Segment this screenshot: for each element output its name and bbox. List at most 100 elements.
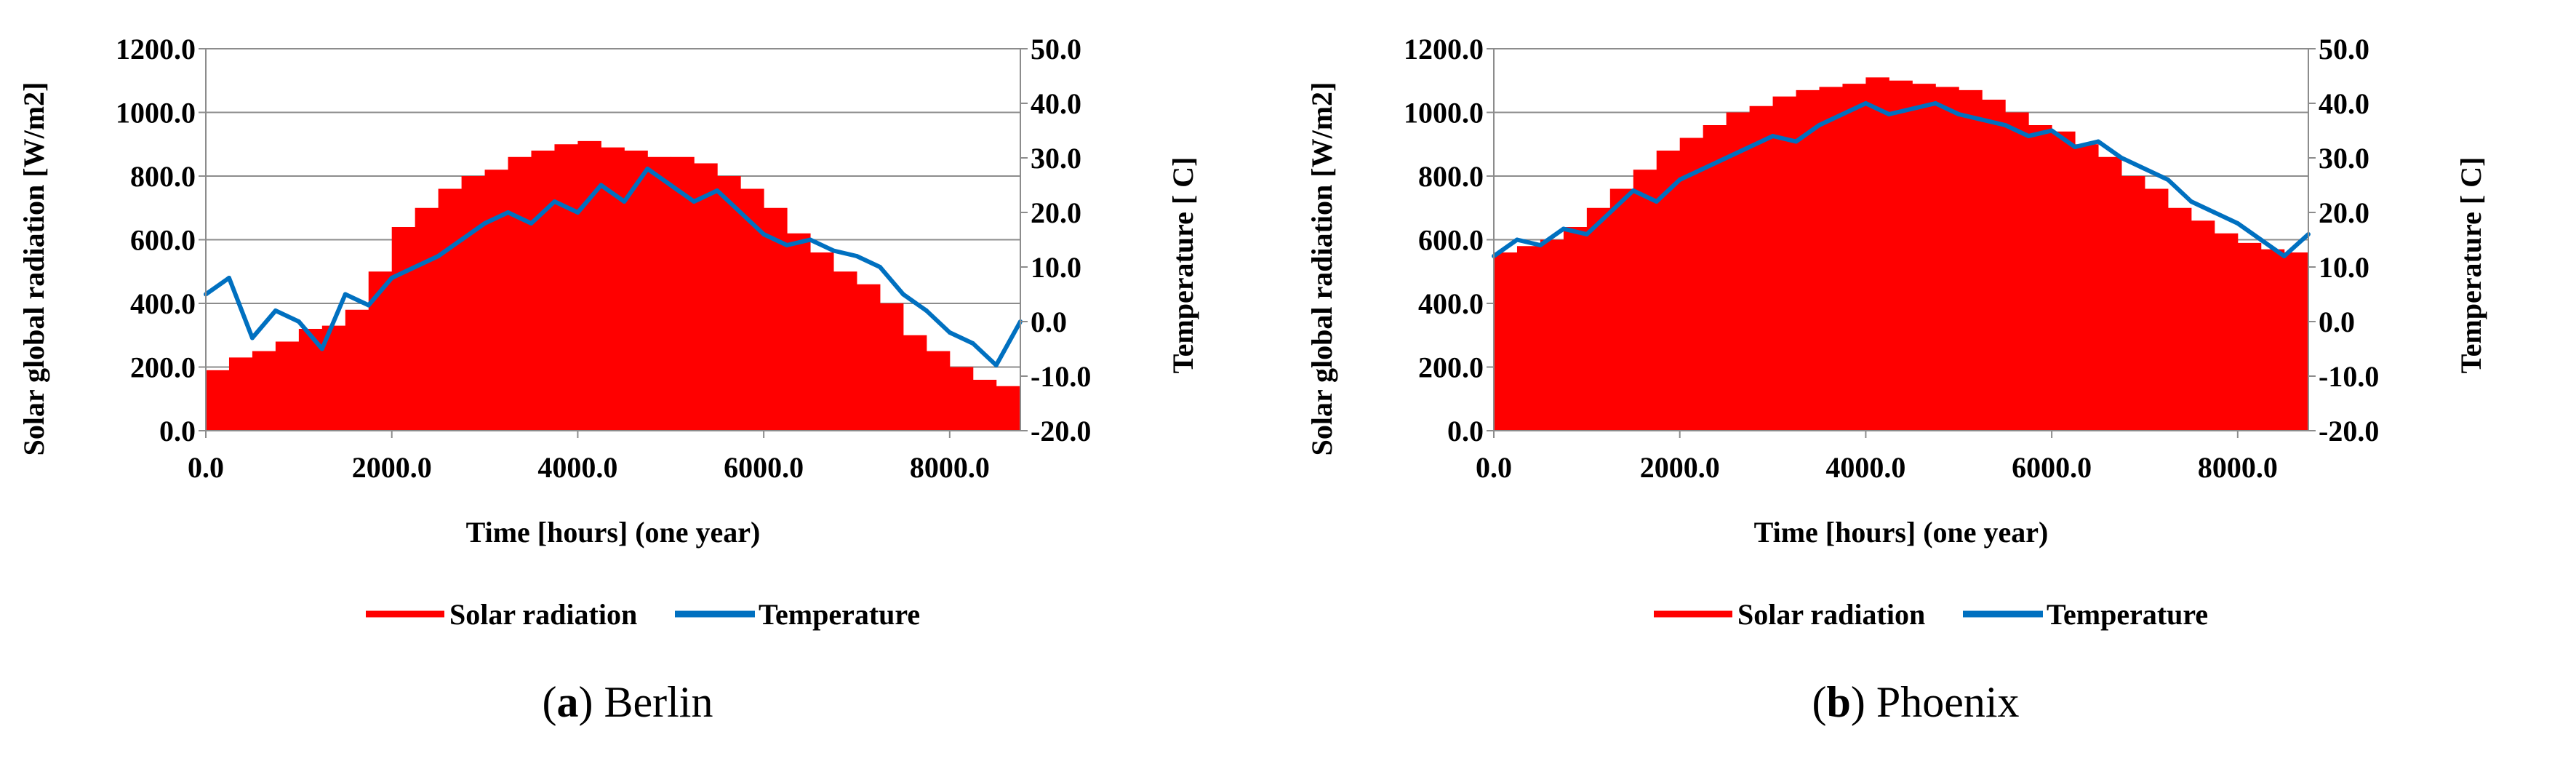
panel-caption: (b) Phoenix [1812, 678, 2019, 726]
y2-tick-label: 20.0 [2319, 196, 2369, 229]
x-tick-label: 2000.0 [1640, 451, 1720, 484]
temperature-point [436, 254, 441, 258]
temperature-point [2212, 210, 2217, 215]
bar [624, 151, 648, 431]
bar [1959, 89, 1983, 431]
bar [461, 176, 486, 431]
caption-letter: a [557, 678, 579, 726]
y2-tick-label: 50.0 [2319, 33, 2369, 65]
bar [949, 367, 974, 431]
bar [2284, 252, 2309, 431]
legend: Solar radiation Temperature [366, 598, 920, 631]
temperature-point [249, 335, 255, 340]
temperature-point [2235, 221, 2240, 226]
temperature-point [970, 341, 975, 346]
temperature-point [738, 210, 743, 215]
temperature-point [1514, 237, 1519, 242]
bar [903, 335, 927, 431]
temperature-point [808, 237, 813, 242]
temperature-point [1956, 112, 1961, 116]
temperature-point [785, 243, 790, 247]
legend-label-temperature: Temperature [759, 598, 920, 631]
bar [2052, 131, 2076, 431]
bar [1586, 207, 1611, 431]
bar [1819, 87, 1843, 431]
temperature-point [1677, 178, 1682, 182]
y2-tick-label: 50.0 [1031, 33, 1081, 65]
bar [2144, 188, 2169, 431]
y-tick-label: 0.0 [1447, 415, 1484, 447]
temperature-point [715, 188, 720, 193]
bar [1679, 138, 1704, 431]
temperature-point [1863, 101, 1868, 105]
y2-tick-label: 0.0 [1031, 306, 1067, 338]
x-tick-label: 8000.0 [2198, 451, 2278, 484]
bar [879, 303, 904, 431]
temperature-point [645, 167, 650, 171]
temperature-point [900, 292, 905, 297]
temperature-point [366, 303, 371, 308]
temperature-point [854, 254, 859, 258]
temperature-point [296, 319, 301, 324]
bar [717, 176, 741, 431]
bar [1935, 87, 1959, 431]
y-tick-label: 1000.0 [116, 97, 196, 130]
y-tick-label: 600.0 [130, 224, 196, 257]
bar [206, 370, 230, 431]
y2-tick-label: 20.0 [1031, 196, 1081, 229]
temperature-point [459, 237, 464, 242]
bar [2167, 207, 2192, 431]
temperature-point [947, 330, 952, 335]
temperature-point [924, 308, 929, 313]
x-tick-label: 8000.0 [910, 451, 990, 484]
temperature-point [692, 199, 697, 204]
y2-tick-label: 10.0 [2319, 251, 2369, 284]
bar [2214, 233, 2239, 431]
x-tick-label: 6000.0 [2012, 451, 2092, 484]
bar [996, 386, 1021, 431]
bar [926, 351, 951, 431]
series-temperature [1492, 101, 2311, 258]
temperature-point [622, 199, 627, 204]
temperature-point [1770, 134, 1775, 138]
y2-tick-label: 40.0 [1031, 87, 1081, 120]
bar [1633, 170, 1657, 431]
y-tick-label: 800.0 [1418, 160, 1484, 193]
bar [368, 271, 393, 431]
temperature-point [575, 210, 580, 215]
caption-city: Berlin [604, 678, 713, 726]
temperature-point [343, 292, 348, 297]
temperature-point [1607, 210, 1612, 215]
temperature-point [1817, 123, 1822, 127]
bar [2260, 249, 2285, 431]
series-temperature [204, 167, 1023, 367]
temperature-point [1654, 199, 1659, 204]
temperature-line [204, 167, 1023, 367]
chart-panel-phoenix: 0.0 200.0 400.0 600.0 800.0 1000.0 1200.0 -20.0… [1305, 33, 2487, 726]
temperature-point [2165, 178, 2170, 182]
bar [856, 284, 881, 431]
temperature-point [831, 248, 836, 253]
y2-tick-label: -10.0 [2319, 360, 2379, 393]
y2-tick-label: 30.0 [1031, 142, 1081, 175]
y2-tick-label: 30.0 [2319, 142, 2369, 175]
temperature-point [1910, 106, 1915, 111]
temperature-point [2003, 123, 2008, 127]
bar [1609, 188, 1634, 431]
y-axis-title: Solar global radiation [W/m2] [1305, 82, 1338, 456]
legend-label-temperature: Temperature [2047, 598, 2208, 631]
caption-close-paren: ) [579, 678, 604, 726]
y-tick-label: 400.0 [1418, 287, 1484, 320]
temperature-point [2026, 134, 2031, 138]
x-tick-label: 2000.0 [352, 451, 432, 484]
bar [391, 227, 416, 431]
temperature-point [2142, 167, 2147, 171]
bar [1889, 80, 1913, 431]
temperature-point [226, 276, 231, 280]
legend: Solar radiation Temperature [1654, 598, 2208, 631]
bar [2005, 112, 2029, 431]
bar [1516, 246, 1541, 431]
y-tick-label: 600.0 [1418, 224, 1484, 257]
temperature-point [2281, 254, 2287, 258]
